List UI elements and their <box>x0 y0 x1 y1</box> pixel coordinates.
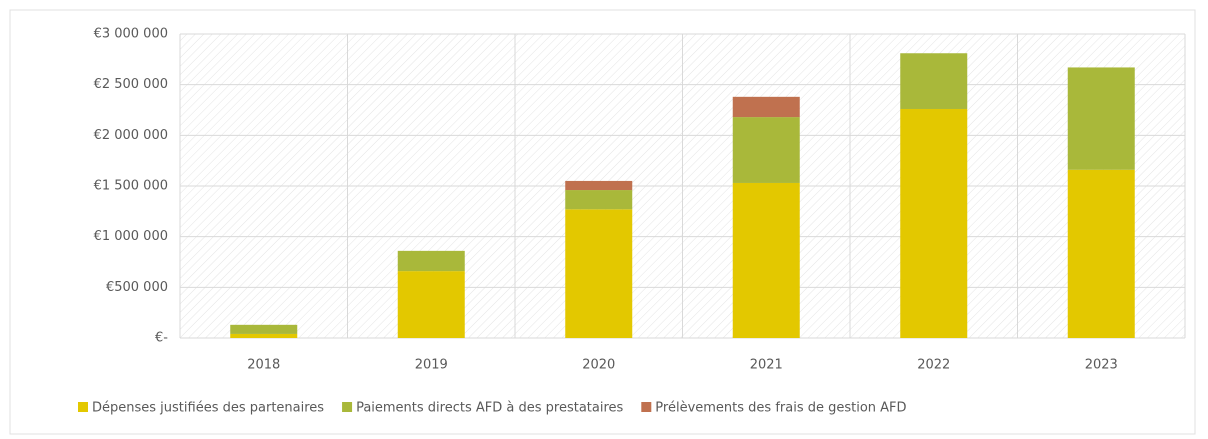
legend-swatch <box>78 402 88 412</box>
y-tick-label: €1 000 000 <box>94 229 168 244</box>
bar-segment <box>565 190 633 210</box>
y-tick-label: €500 000 <box>106 280 168 295</box>
bar-segment <box>732 182 800 338</box>
x-tick-label: 2019 <box>415 358 448 373</box>
y-tick-label: €- <box>155 331 168 346</box>
legend-label: Dépenses justifiées des partenaires <box>92 401 324 416</box>
bar-segment <box>565 180 633 191</box>
bar-segment <box>900 108 968 338</box>
legend-label: Prélèvements des frais de gestion AFD <box>655 401 906 416</box>
bar-segment <box>397 250 465 272</box>
x-tick-label: 2021 <box>750 358 783 373</box>
x-tick-label: 2023 <box>1085 358 1118 373</box>
bar-segment <box>397 271 465 338</box>
bar-segment <box>230 324 298 334</box>
bar-segment <box>1067 169 1135 338</box>
legend-swatch <box>342 402 353 412</box>
y-tick-label: €2 500 000 <box>94 77 168 92</box>
y-tick-label: €3 000 000 <box>94 27 168 42</box>
bar-segment <box>230 333 298 338</box>
y-tick-label: €2 000 000 <box>94 128 168 143</box>
bar-segment <box>565 209 633 338</box>
bar-segment <box>732 117 800 183</box>
x-tick-label: 2022 <box>917 358 950 373</box>
x-tick-label: 2020 <box>582 358 615 373</box>
bar-segment <box>1067 67 1135 170</box>
x-tick-label: 2018 <box>247 358 280 373</box>
bar-segment <box>900 53 968 109</box>
legend-label: Paiements directs AFD à des prestataires <box>356 401 623 416</box>
legend-swatch <box>641 402 652 412</box>
y-tick-label: €1 500 000 <box>94 179 168 194</box>
bar-segment <box>732 96 800 118</box>
